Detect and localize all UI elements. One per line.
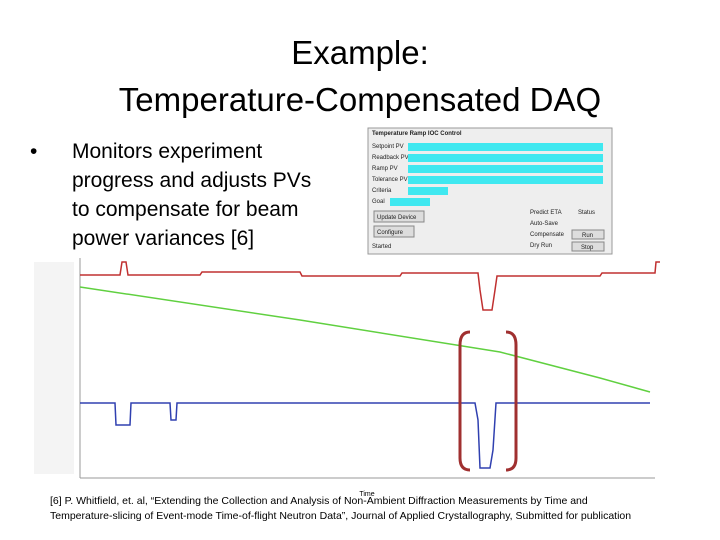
started-label: Started bbox=[372, 244, 391, 250]
field-label: Ramp PV bbox=[372, 166, 398, 172]
field-box bbox=[408, 154, 603, 162]
bracket bbox=[458, 330, 471, 472]
bullet-line: progress and adjusts PVs bbox=[72, 169, 311, 192]
title-line: Temperature-Compensated DAQ bbox=[119, 81, 601, 118]
button[interactable] bbox=[571, 241, 605, 252]
check-label: Compensate bbox=[530, 232, 565, 238]
bracket bbox=[505, 330, 518, 472]
field-box bbox=[408, 176, 603, 184]
bullet-dot: • bbox=[30, 140, 37, 163]
bullet-line: Monitors experiment bbox=[72, 140, 262, 163]
goal-label: Goal bbox=[372, 199, 385, 205]
title-line: Example: bbox=[291, 34, 429, 71]
green-trace bbox=[79, 286, 651, 393]
check-label: Predict ETA bbox=[530, 210, 562, 216]
field-label: Tolerance PV bbox=[372, 177, 408, 183]
control-panel: Temperature Ramp IOC Control Setpoint PV… bbox=[367, 127, 613, 255]
field-box bbox=[390, 198, 430, 206]
bullet-line: to compensate for beam bbox=[72, 198, 298, 221]
blue-trace bbox=[80, 402, 650, 469]
panel-header: Temperature Ramp IOC Control bbox=[372, 131, 462, 137]
x-axis-label: Time bbox=[359, 491, 374, 498]
bullet-line: power variances [6] bbox=[72, 227, 254, 250]
button[interactable] bbox=[373, 225, 415, 238]
status-label: Status bbox=[578, 210, 595, 216]
chart-screenshot: Time bbox=[34, 258, 660, 498]
field-box bbox=[408, 165, 603, 173]
field-label: Setpoint PV bbox=[372, 144, 404, 150]
button-label: Stop bbox=[581, 245, 594, 251]
button-label: Configure bbox=[377, 230, 404, 236]
citation-line: Temperature-slicing of Event-mode Time-o… bbox=[50, 510, 631, 522]
check-label: Dry Run bbox=[530, 243, 552, 249]
button-label: Update Device bbox=[377, 215, 417, 221]
button[interactable] bbox=[571, 229, 605, 240]
field-box bbox=[408, 143, 603, 151]
field-box bbox=[408, 187, 448, 195]
criteria-label: Criteria bbox=[372, 188, 392, 194]
red-trace bbox=[80, 261, 660, 311]
axis-area bbox=[34, 262, 74, 474]
citation-line: [6] P. Whitfield, et. al, “Extending the… bbox=[50, 495, 588, 507]
button-label: Run bbox=[582, 233, 593, 239]
button[interactable] bbox=[373, 210, 425, 223]
check-label: Auto-Save bbox=[530, 221, 559, 227]
field-label: Readback PV bbox=[372, 155, 409, 161]
